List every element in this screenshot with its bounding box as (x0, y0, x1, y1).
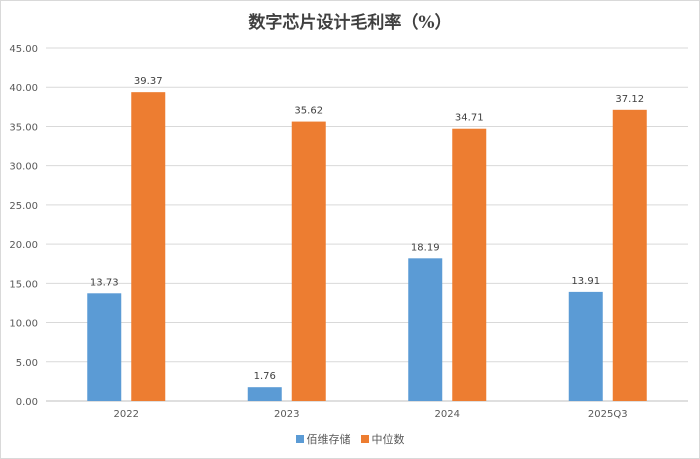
bar (612, 109, 647, 402)
bar (568, 291, 603, 401)
chart-title: 数字芯片设计毛利率（%） (248, 13, 452, 33)
data-label: 34.71 (455, 113, 484, 124)
x-tick-label: 2024 (435, 409, 460, 420)
y-tick-label: 5.00 (16, 358, 38, 369)
y-tick-label: 15.00 (9, 279, 38, 290)
bar (87, 293, 122, 401)
bar (408, 258, 443, 401)
x-tick-label: 2025Q3 (588, 409, 628, 420)
bar (247, 387, 282, 401)
legend: 佰维存储 中位数 (0, 431, 700, 447)
data-label: 37.12 (615, 94, 644, 105)
bar (291, 121, 326, 402)
legend-label: 中位数 (371, 433, 405, 446)
bar (131, 92, 166, 402)
y-tick-label: 35.00 (9, 122, 38, 133)
data-label: 18.19 (411, 242, 440, 253)
bar (452, 128, 487, 401)
data-label: 13.91 (571, 276, 600, 287)
legend-swatch (360, 435, 369, 443)
x-tick-label: 2023 (274, 409, 299, 420)
data-label: 39.37 (134, 76, 163, 87)
legend-label: 佰维存储 (306, 433, 351, 446)
y-tick-label: 25.00 (9, 201, 38, 212)
y-tick-label: 10.00 (9, 319, 38, 330)
bars (87, 92, 647, 402)
legend-item-series-1: 佰维存储 (295, 431, 351, 447)
y-axis-ticks: 0.00 5.00 10.00 15.00 20.00 25.00 30.00 35.00 40… (9, 44, 38, 408)
legend-swatch (295, 435, 304, 443)
y-tick-label: 45.00 (9, 44, 38, 55)
x-axis-ticks: 2022 2023 2024 2025Q3 (114, 409, 628, 420)
legend-item-series-2: 中位数 (360, 431, 405, 447)
data-label: 35.62 (294, 106, 323, 117)
data-label: 1.76 (254, 371, 276, 382)
x-tick-label: 2022 (114, 409, 139, 420)
y-tick-label: 30.00 (9, 162, 38, 173)
y-tick-label: 0.00 (16, 397, 38, 408)
y-tick-label: 40.00 (9, 83, 38, 94)
data-labels: 13.73 39.37 1.76 35.62 18.19 34.71 13.91 37.12 (90, 76, 644, 382)
y-tick-label: 20.00 (9, 240, 38, 251)
data-label: 13.73 (90, 277, 119, 288)
